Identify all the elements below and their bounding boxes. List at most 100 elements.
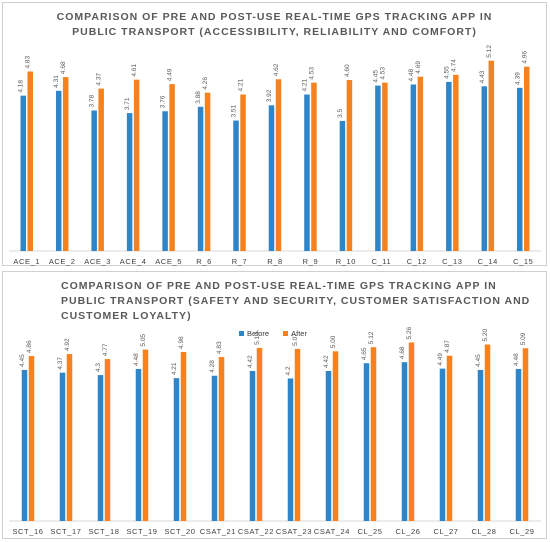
data-label-after-csat_24: 5.00 <box>330 335 337 348</box>
x-tick-label-ace_1: ACE_1 <box>13 257 40 266</box>
x-tick-label-ace_2: ACE_2 <box>49 257 76 266</box>
data-label-before-cl_28: 4.45 <box>475 354 482 367</box>
bar-chart-2: 4.454.86SCT_164.374.92SCT_174.34.77SCT_1… <box>9 326 541 536</box>
data-label-before-csat_22: 4.42 <box>247 355 254 368</box>
data-label-after-cl_28: 5.20 <box>482 328 489 341</box>
bar-after-sct_19 <box>142 349 149 521</box>
bar-after-sct_16 <box>28 356 35 521</box>
bar-after-c_15 <box>524 66 530 251</box>
bar-after-ace_4 <box>133 79 140 251</box>
bar-after-r_9 <box>311 82 317 251</box>
data-label-after-r_8: 4.62 <box>273 63 280 76</box>
data-label-after-sct_16: 4.86 <box>26 340 33 353</box>
x-tick-label-csat_22: CSAT_22 <box>238 527 274 536</box>
x-tick-label-sct_19: SCT_19 <box>126 527 157 536</box>
x-tick-label-cl_28: CL_28 <box>471 527 496 536</box>
data-label-before-c_15: 4.39 <box>514 72 521 85</box>
bar-before-sct_17 <box>59 372 66 521</box>
x-tick-label-c_13: C_13 <box>442 257 462 266</box>
bar-before-cl_26 <box>401 362 408 521</box>
data-label-before-sct_16: 4.45 <box>19 354 26 367</box>
legend-item-before: Before <box>239 329 269 338</box>
bar-before-cl_29 <box>515 368 522 521</box>
bar-after-csat_24 <box>332 351 339 521</box>
bar-before-cl_25 <box>363 363 370 521</box>
chart-title-1: COMPARISON OF PRE AND POST-USE REAL-TIME… <box>3 10 546 40</box>
x-tick-label-r_7: R_7 <box>232 257 248 266</box>
bar-before-sct_18 <box>97 375 104 521</box>
x-tick-label-c_15: C_15 <box>513 257 533 266</box>
bar-before-csat_23 <box>287 378 294 521</box>
data-label-after-ace_3: 4.37 <box>96 73 103 86</box>
bar-after-cl_26 <box>408 342 415 521</box>
data-label-after-r_9: 4.53 <box>308 67 315 80</box>
data-label-before-r_6: 3.88 <box>195 91 202 104</box>
x-tick-label-sct_18: SCT_18 <box>88 527 119 536</box>
bar-after-ace_2 <box>62 77 69 251</box>
chart-title-2-line2: PUBLIC TRANSPORT (SAFETY AND SECURITY, C… <box>61 295 531 307</box>
x-tick-label-r_8: R_8 <box>267 257 283 266</box>
data-label-before-ace_1: 4.18 <box>18 80 25 93</box>
x-tick-label-sct_20: SCT_20 <box>164 527 195 536</box>
data-label-after-c_15: 4.96 <box>521 51 528 64</box>
data-label-after-cl_26: 5.26 <box>406 326 413 339</box>
chart-title-2-line3: CUSTOMER LOYALTY) <box>61 310 192 322</box>
bar-after-r_6 <box>204 92 211 251</box>
bar-before-ace_1 <box>20 95 26 251</box>
data-label-before-c_11: 4.45 <box>372 70 379 83</box>
bar-before-r_6 <box>197 106 204 251</box>
bar-after-r_8 <box>275 79 282 251</box>
data-label-before-csat_21: 4.28 <box>209 360 216 373</box>
bar-after-sct_20 <box>180 351 187 521</box>
chart-panel-2: COMPARISON OF PRE AND POST-USE REAL-TIME… <box>2 271 547 539</box>
data-label-after-ace_4: 4.61 <box>131 64 138 77</box>
data-label-before-c_13: 4.55 <box>443 66 450 79</box>
data-label-before-ace_2: 4.31 <box>53 75 60 88</box>
legend-label-after: After <box>291 329 307 338</box>
data-label-before-sct_18: 4.3 <box>95 363 102 372</box>
data-label-before-ace_3: 3.78 <box>89 94 96 107</box>
bar-after-ace_3 <box>98 88 104 251</box>
chart-title-2-line1: COMPARISON OF PRE AND POST-USE REAL-TIME… <box>61 280 497 292</box>
x-tick-label-c_12: C_12 <box>407 257 427 266</box>
data-label-before-cl_27: 4.49 <box>437 353 444 366</box>
x-tick-label-csat_23: CSAT_23 <box>276 527 312 536</box>
chart-legend-2: Before After <box>239 329 307 338</box>
data-label-after-cl_25: 5.12 <box>368 331 375 344</box>
data-label-before-sct_17: 4.37 <box>57 357 64 370</box>
bar-before-sct_20 <box>173 378 180 521</box>
bar-before-csat_22 <box>249 370 256 521</box>
bar-before-ace_4 <box>126 113 133 251</box>
bar-after-c_11 <box>382 82 388 251</box>
data-label-before-r_8: 3.92 <box>266 89 273 102</box>
data-label-before-cl_29: 4.48 <box>513 353 520 366</box>
bar-after-r_7 <box>240 94 246 251</box>
data-label-before-sct_20: 4.21 <box>171 362 178 375</box>
data-label-after-cl_27: 4.87 <box>444 340 451 353</box>
bar-before-ace_2 <box>55 90 62 251</box>
x-tick-label-cl_25: CL_25 <box>357 527 382 536</box>
bar-after-c_14 <box>488 60 495 251</box>
bar-before-c_14 <box>481 86 488 251</box>
chart-title-1-line2: PUBLIC TRANSPORT (ACCESSIBILITY, RELIABI… <box>72 26 477 38</box>
x-tick-label-csat_24: CSAT_24 <box>314 527 350 536</box>
data-label-after-cl_29: 5.09 <box>520 332 527 345</box>
data-label-before-ace_5: 3.76 <box>160 95 167 108</box>
x-tick-label-cl_27: CL_27 <box>433 527 458 536</box>
x-tick-label-sct_16: SCT_16 <box>12 527 43 536</box>
bar-after-r_10 <box>346 80 353 252</box>
x-tick-label-cl_26: CL_26 <box>395 527 420 536</box>
data-label-after-r_7: 4.21 <box>238 78 245 91</box>
data-label-before-r_10: 3.5 <box>337 108 344 117</box>
x-tick-label-sct_17: SCT_17 <box>50 527 81 536</box>
x-tick-label-ace_3: ACE_3 <box>84 257 111 266</box>
bar-after-csat_23 <box>294 348 301 521</box>
data-label-after-ace_5: 4.49 <box>167 68 174 81</box>
data-label-after-c_11: 4.53 <box>379 67 386 80</box>
bar-before-ace_3 <box>91 110 97 251</box>
bar-after-c_12 <box>417 76 424 252</box>
bar-before-sct_19 <box>135 368 142 521</box>
x-tick-label-c_14: C_14 <box>478 257 498 266</box>
bar-after-ace_1 <box>27 71 33 251</box>
data-label-after-r_10: 4.60 <box>344 64 351 77</box>
